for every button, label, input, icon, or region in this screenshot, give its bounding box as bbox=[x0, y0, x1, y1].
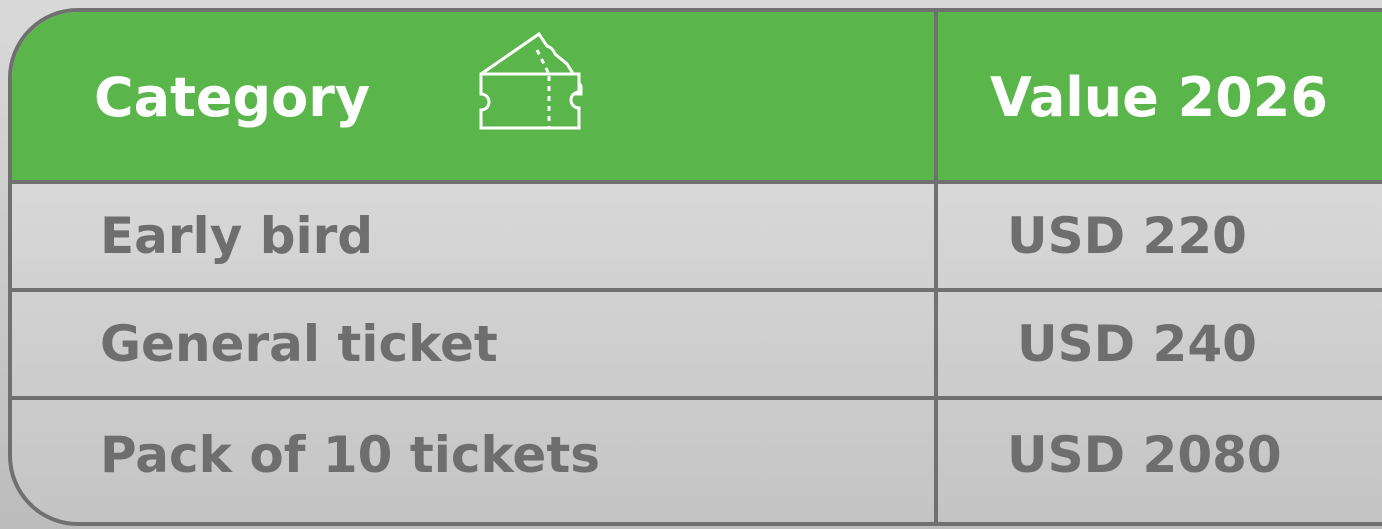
ticket-icon bbox=[477, 24, 597, 134]
category-cell: Pack of 10 tickets bbox=[100, 400, 600, 510]
value-cell: USD 220 bbox=[1007, 184, 1247, 288]
category-cell: Early bird bbox=[100, 184, 373, 288]
page: Category Value 2026 Early bird USD 220 G… bbox=[0, 0, 1382, 529]
column-divider bbox=[934, 12, 938, 522]
value-cell: USD 240 bbox=[1017, 292, 1257, 396]
header-cell: Category bbox=[94, 52, 370, 142]
price-table: Category Value 2026 Early bird USD 220 G… bbox=[8, 8, 1382, 526]
category-cell: General ticket bbox=[100, 292, 498, 396]
value-cell: USD 2080 bbox=[1007, 400, 1282, 510]
header-cell: Value 2026 bbox=[990, 52, 1328, 142]
